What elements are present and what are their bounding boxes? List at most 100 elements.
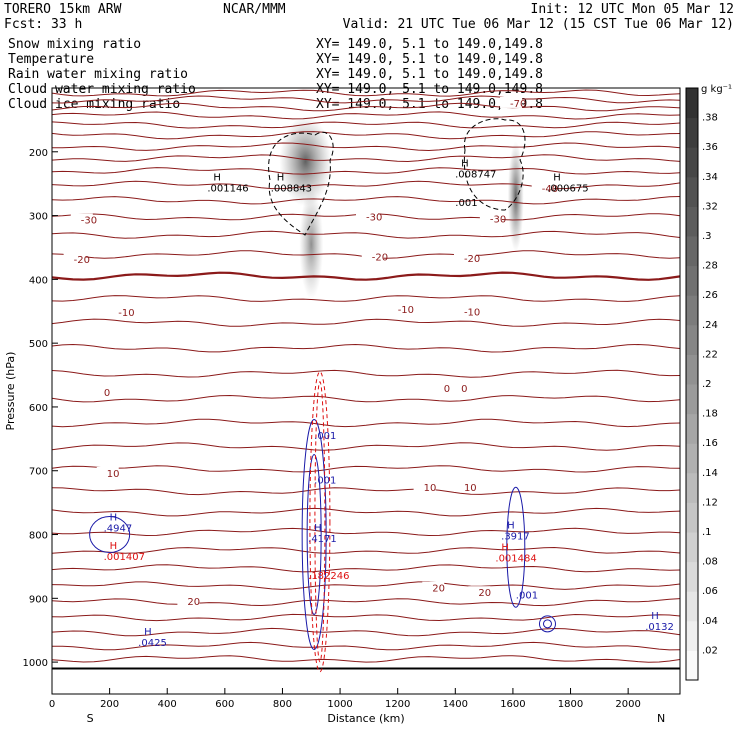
colorbar-tick-label: .26 xyxy=(702,290,718,301)
temp-label-bg xyxy=(468,586,491,598)
temp-label: -70 xyxy=(510,99,526,110)
temp-label-bg xyxy=(63,253,86,265)
x-tick-label: 1600 xyxy=(500,699,525,710)
colorbar-swatch xyxy=(686,295,698,326)
temp-label-bg xyxy=(422,581,445,593)
legend-name: Cloud ice mixing ratio xyxy=(8,97,180,112)
legend-xy: XY= 149.0, 5.1 to 149.0,149.8 xyxy=(316,82,543,97)
rain-max-marker: H xyxy=(501,542,509,553)
colorbar-tick-label: .24 xyxy=(702,320,718,331)
x-tick-label: 1400 xyxy=(443,699,468,710)
isotherm-line xyxy=(51,627,681,637)
isotherm-line xyxy=(51,180,681,190)
legend-xy: XY= 149.0, 5.1 to 149.0,149.8 xyxy=(316,37,543,52)
legend-name: Temperature xyxy=(8,52,94,67)
temp-label: 0 xyxy=(461,384,467,395)
isotherm-line xyxy=(51,111,681,120)
x-tick-label: 1000 xyxy=(327,699,352,710)
isotherm-line xyxy=(51,487,681,496)
x-axis-label: Distance (km) xyxy=(327,712,404,725)
snow-max-value: .008843 xyxy=(271,183,312,194)
colorbar-tick-label: .08 xyxy=(702,557,718,568)
temp-label: -30 xyxy=(490,214,506,225)
isotherm-line xyxy=(51,102,681,112)
init-time: Init: 12 UTC Mon 05 Mar 12 xyxy=(531,2,735,17)
temp-label: 10 xyxy=(464,483,477,494)
isotherm-line xyxy=(51,527,681,537)
colorbar-swatch xyxy=(686,354,698,385)
rain-max-value: .182246 xyxy=(308,571,349,582)
isotherm-line xyxy=(51,230,681,239)
temp-label: -20 xyxy=(464,254,480,265)
colorbar: .02 .04 .06 .08 .1 .12 .14 .16 .18 .2 .22 .24 .26 .28… xyxy=(685,84,732,681)
colorbar-tick-label: .12 xyxy=(702,497,718,508)
isotherm-line xyxy=(51,394,681,403)
y-tick-label: 1000 xyxy=(23,658,48,669)
rain-max-value: .001484 xyxy=(495,553,536,564)
temp-label-bg xyxy=(361,250,384,262)
colorbar-swatch xyxy=(686,176,698,207)
cloud-water-label: .001 xyxy=(516,590,538,601)
temp-label: 0 xyxy=(104,388,110,399)
temp-label-bg xyxy=(451,382,474,394)
temp-label: -10 xyxy=(118,308,134,319)
temp-label-bg xyxy=(500,96,523,108)
temp-label-bg xyxy=(70,213,93,225)
isotherm-line xyxy=(51,196,681,205)
y-tick-label: 300 xyxy=(29,212,48,223)
isotherm-line xyxy=(51,546,681,554)
rain-max-value: .001407 xyxy=(104,552,145,563)
isotherm-line xyxy=(51,318,681,327)
temp-label: 20 xyxy=(432,584,445,595)
isotherm-line xyxy=(51,442,681,451)
isotherm-line xyxy=(51,154,681,163)
cloud-water-max-marker: H xyxy=(110,512,118,523)
snow-max-marker: H xyxy=(553,172,561,183)
x-tick-label: 200 xyxy=(100,699,119,710)
cloud-water-max-marker: H xyxy=(314,523,322,534)
cloud-water-max-value: .0425 xyxy=(138,638,167,649)
temp-label-bg xyxy=(433,382,456,394)
cloud-water-contour xyxy=(542,619,552,629)
cloud-water-max-marker: H xyxy=(507,521,515,532)
colorbar-frame xyxy=(685,87,699,681)
colorbar-swatch xyxy=(686,532,698,563)
snow-shading xyxy=(299,189,324,300)
temp-label: -10 xyxy=(464,308,480,319)
legend-xy: XY= 149.0, 5.1 to 149.0,149.8 xyxy=(316,52,543,67)
x-tick-label: 1200 xyxy=(385,699,410,710)
legend-name: Rain water mixing ratio xyxy=(8,67,188,82)
temp-label: 20 xyxy=(187,597,200,608)
colorbar-tick-label: .02 xyxy=(702,645,718,656)
snow-max-value: .008747 xyxy=(455,169,496,180)
temp-label: -20 xyxy=(372,253,388,264)
colorbar-swatch xyxy=(686,206,698,237)
isotherm-line xyxy=(51,131,681,140)
colorbar-swatch xyxy=(686,591,698,622)
temp-label-bg xyxy=(531,181,554,193)
colorbar-tick-label: .36 xyxy=(702,142,718,153)
y-axis-label: Pressure (hPa) xyxy=(4,352,17,431)
plot-area: -70-40-30 -30 -30-20 -20 -20-10 -10 -100 0 01010… xyxy=(51,89,681,673)
legend-name: Snow mixing ratio xyxy=(8,37,141,52)
isotherm-line xyxy=(51,95,681,104)
temp-label: -20 xyxy=(74,255,90,266)
cloud-water-max-value: .4171 xyxy=(308,534,337,545)
temp-label: -30 xyxy=(81,216,97,227)
y-tick-label: 600 xyxy=(29,403,48,414)
cloud-water-label: .001 xyxy=(314,431,336,442)
snow-max-value: .001146 xyxy=(207,183,248,194)
colorbar-swatch xyxy=(686,324,698,355)
isotherm-line xyxy=(51,613,681,622)
cloud-water-contour xyxy=(89,516,131,554)
temp-label-bg xyxy=(413,480,436,492)
colorbar-unit: g kg⁻¹ xyxy=(701,84,732,95)
temp-label: 10 xyxy=(107,469,120,480)
temp-label: -40 xyxy=(542,184,558,195)
valid-time: Valid: 21 UTC Tue 06 Mar 12 (15 CST Tue … xyxy=(343,17,734,32)
legend-xy: XY= 149.0, 5.1 to 149.0,149.8 xyxy=(316,67,543,82)
rain-contour xyxy=(314,381,326,663)
isotherm-line xyxy=(51,641,681,651)
colorbar-tick-label: .18 xyxy=(702,409,718,420)
isotherm-line xyxy=(51,343,681,353)
